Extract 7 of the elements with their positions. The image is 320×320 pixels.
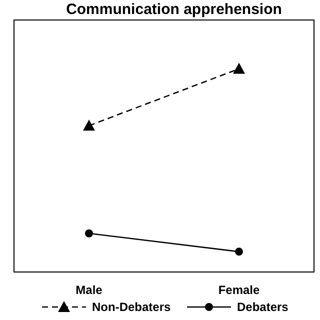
chart-title: Communication apprehension [66,1,282,18]
point [85,229,93,238]
legend-label: Non-Debaters [92,300,172,314]
point [235,248,243,256]
x-tick-label: Female [218,283,260,297]
x-tick-label: Male [76,283,103,297]
legend-label: Debaters [237,300,289,314]
